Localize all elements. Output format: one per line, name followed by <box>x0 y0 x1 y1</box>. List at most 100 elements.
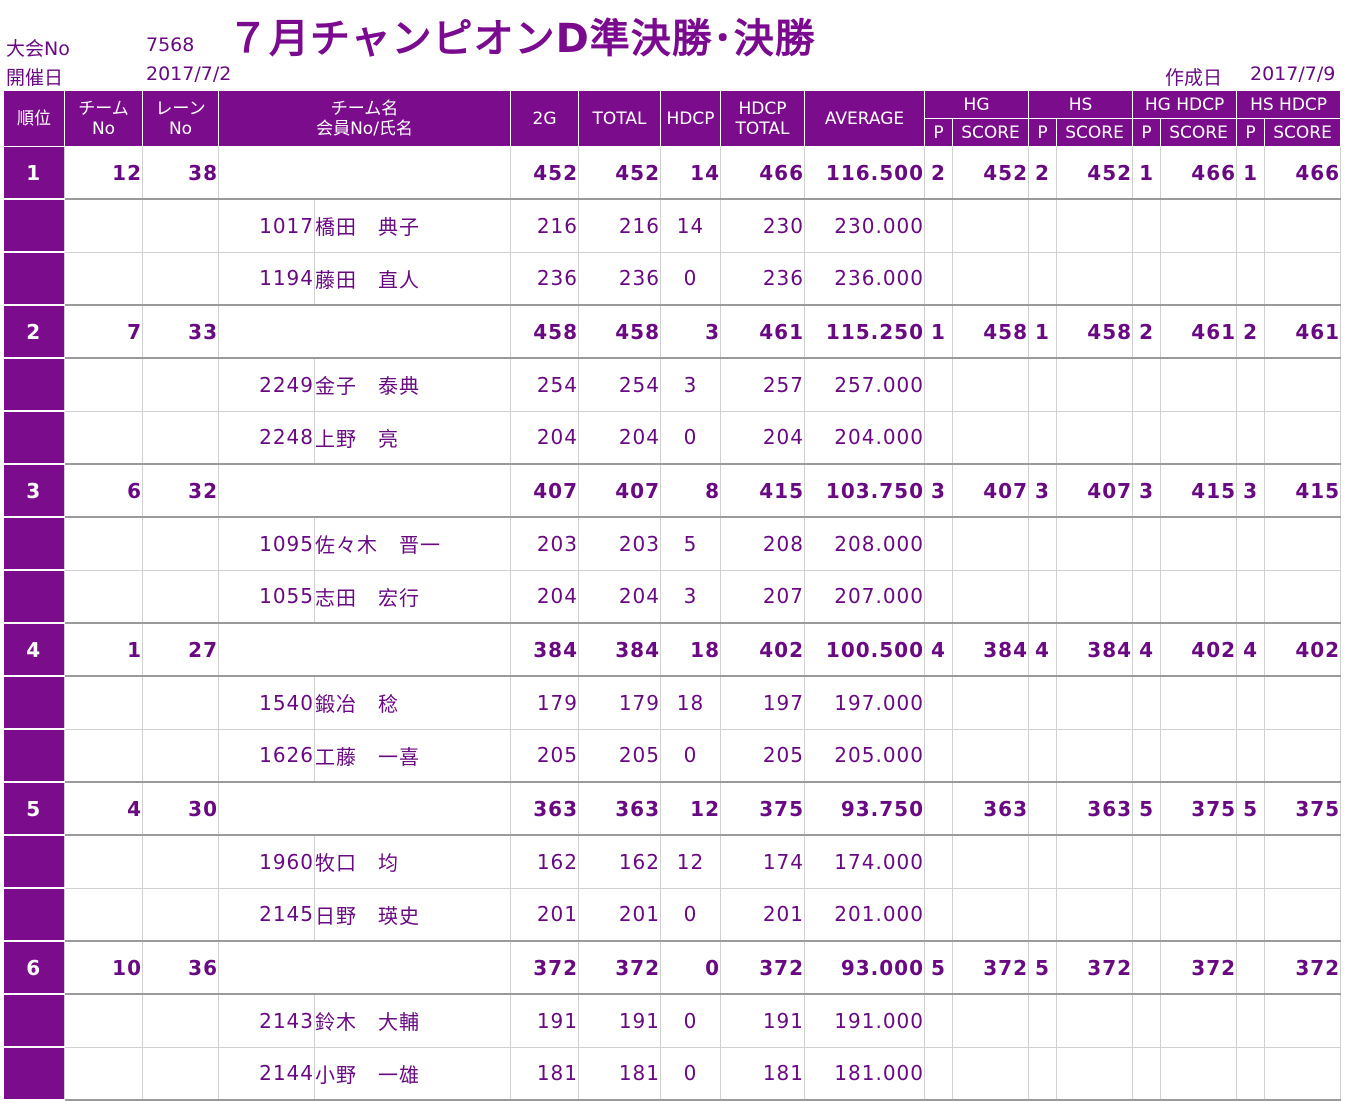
hg-hdcp-p-cell: 2 <box>1132 305 1162 359</box>
hs-p-cell <box>1028 252 1058 306</box>
hg-p-cell <box>924 729 954 783</box>
hs-score-cell: 384 <box>1056 623 1134 677</box>
member-name-cell: 志田 宏行 <box>314 570 512 624</box>
hg-hdcp-p-cell: 5 <box>1132 782 1162 836</box>
average-cell: 191.000 <box>804 994 926 1048</box>
lane-no-cell <box>142 994 219 1048</box>
hs-hdcp-score-cell: 461 <box>1264 305 1342 359</box>
hs-hdcp-score-cell <box>1264 1047 1342 1101</box>
hg-score-cell: 452 <box>952 146 1030 200</box>
col-hg-score: SCORE <box>952 118 1030 147</box>
team-no-cell <box>64 252 143 306</box>
g2-cell: 363 <box>510 782 580 836</box>
hdcp-cell: 0 <box>660 411 722 465</box>
page-title: ７月チャンピオンD準決勝･決勝 <box>228 16 816 62</box>
g2-cell: 458 <box>510 305 580 359</box>
lane-no-cell <box>142 570 219 624</box>
hs-p-cell <box>1028 570 1058 624</box>
team-row: 5 4 30 363 363 12 375 93.750 363 363 5 375 5 375 <box>3 782 1342 836</box>
hs-score-cell <box>1056 252 1134 306</box>
average-cell: 181.000 <box>804 1047 926 1101</box>
hs-p-cell: 2 <box>1028 146 1058 200</box>
hdcp-total-cell: 174 <box>720 835 806 889</box>
hs-p-cell <box>1028 358 1058 412</box>
team-no-cell <box>64 570 143 624</box>
team-row: 3 6 32 407 407 8 415 103.750 3 407 3 407 3 415 3 415 <box>3 464 1342 518</box>
member-name-cell: 鍛冶 稔 <box>314 676 512 730</box>
hs-hdcp-p-cell <box>1236 994 1266 1048</box>
lane-no-cell <box>142 199 219 253</box>
col-rank: 順位 <box>3 90 65 147</box>
hs-p-cell <box>1028 888 1058 942</box>
hg-p-cell <box>924 252 954 306</box>
total-cell: 384 <box>578 623 662 677</box>
hs-score-cell <box>1056 570 1134 624</box>
rank-cell: 2 <box>3 305 65 359</box>
hs-score-cell <box>1056 411 1134 465</box>
hs-score-cell <box>1056 994 1134 1048</box>
hs-hdcp-score-cell <box>1264 994 1342 1048</box>
total-cell: 205 <box>578 729 662 783</box>
hg-hdcp-p-cell <box>1132 941 1162 995</box>
g2-cell: 384 <box>510 623 580 677</box>
total-cell: 458 <box>578 305 662 359</box>
hg-score-cell: 384 <box>952 623 1030 677</box>
col-hg-hdcp: HG HDCP <box>1132 90 1238 119</box>
hs-hdcp-p-cell: 1 <box>1236 146 1266 200</box>
team-row: 4 1 27 384 384 18 402 100.500 4 384 4 384 4 402 4 402 <box>3 623 1342 677</box>
hg-p-cell <box>924 888 954 942</box>
rank-cell <box>3 199 65 253</box>
col-hg-hdcp-p: P <box>1132 118 1162 147</box>
hs-p-cell: 5 <box>1028 941 1058 995</box>
lane-no-cell <box>142 729 219 783</box>
member-row: 2145 日野 瑛史 201 201 0 201 201.000 <box>3 888 1342 942</box>
g2-cell: 204 <box>510 411 580 465</box>
hdcp-total-cell: 257 <box>720 358 806 412</box>
hdcp-total-cell: 372 <box>720 941 806 995</box>
average-cell: 204.000 <box>804 411 926 465</box>
date-label: 開催日 <box>6 67 64 89</box>
g2-cell: 372 <box>510 941 580 995</box>
col-team-no: チーム No <box>64 90 143 147</box>
hdcp-cell: 14 <box>660 199 722 253</box>
team-no-cell: 10 <box>64 941 143 995</box>
hg-hdcp-p-cell <box>1132 199 1162 253</box>
hdcp-cell: 0 <box>660 994 722 1048</box>
hg-score-cell: 407 <box>952 464 1030 518</box>
hdcp-total-cell: 461 <box>720 305 806 359</box>
hg-hdcp-score-cell <box>1160 994 1238 1048</box>
member-row: 1017 橋田 典子 216 216 14 230 230.000 <box>3 199 1342 253</box>
hg-p-cell: 3 <box>924 464 954 518</box>
total-cell: 203 <box>578 517 662 571</box>
col-hs: HS <box>1028 90 1134 119</box>
hdcp-total-cell: 402 <box>720 623 806 677</box>
hs-hdcp-score-cell: 402 <box>1264 623 1342 677</box>
hg-score-cell: 458 <box>952 305 1030 359</box>
hdcp-total-cell: 208 <box>720 517 806 571</box>
hdcp-cell: 12 <box>660 835 722 889</box>
rank-cell <box>3 835 65 889</box>
hs-score-cell <box>1056 517 1134 571</box>
hs-score-cell: 452 <box>1056 146 1134 200</box>
hs-p-cell: 1 <box>1028 305 1058 359</box>
total-cell: 216 <box>578 199 662 253</box>
team-name-cell <box>218 941 512 995</box>
member-name-cell: 金子 泰典 <box>314 358 512 412</box>
results-table: 順位 チーム No レーン No チーム名 会員No/氏名 2G TOTAL HDCP… <box>3 90 1342 1101</box>
average-cell: 205.000 <box>804 729 926 783</box>
total-cell: 372 <box>578 941 662 995</box>
hg-hdcp-p-cell: 4 <box>1132 623 1162 677</box>
hs-score-cell <box>1056 199 1134 253</box>
hs-score-cell <box>1056 1047 1134 1101</box>
hg-hdcp-p-cell <box>1132 1047 1162 1101</box>
g2-cell: 204 <box>510 570 580 624</box>
lane-no-cell <box>142 411 219 465</box>
member-row: 1540 鍛冶 稔 179 179 18 197 197.000 <box>3 676 1342 730</box>
hg-score-cell <box>952 517 1030 571</box>
average-cell: 197.000 <box>804 676 926 730</box>
hs-p-cell <box>1028 517 1058 571</box>
hs-hdcp-p-cell: 3 <box>1236 464 1266 518</box>
hg-hdcp-p-cell <box>1132 835 1162 889</box>
team-no-cell: 12 <box>64 146 143 200</box>
total-cell: 363 <box>578 782 662 836</box>
